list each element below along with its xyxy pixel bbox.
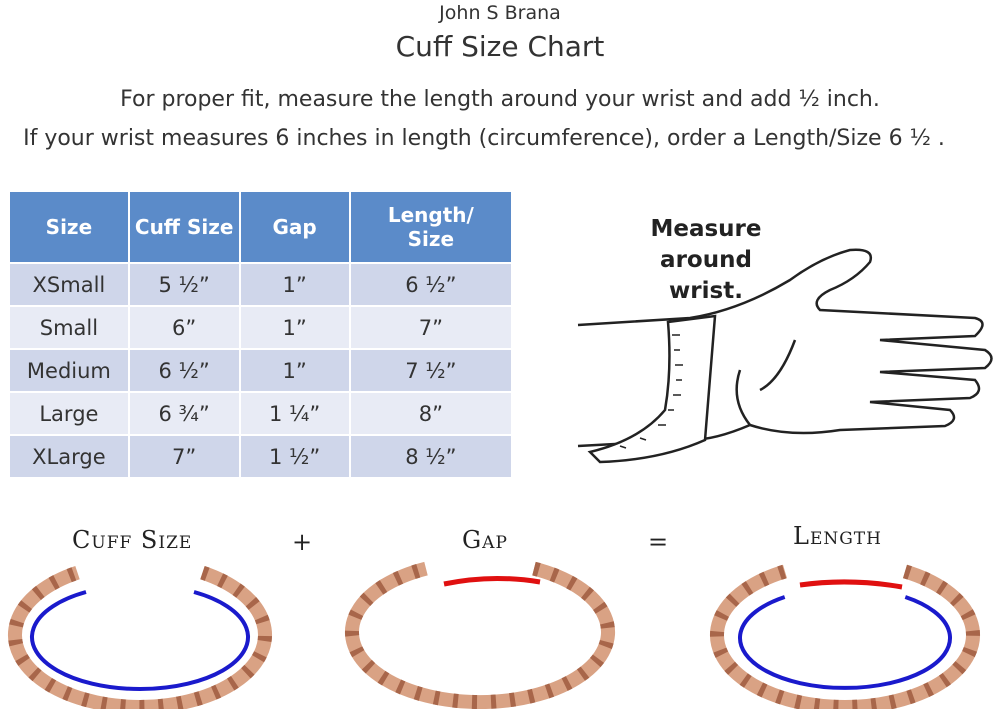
size-table: Size Cuff Size Gap Length/ Size XSmall 5 … — [8, 190, 514, 479]
table-cell: 5 ½” — [127, 262, 241, 307]
table-cell: 1” — [238, 262, 351, 307]
table-cell: 1 ½” — [238, 434, 351, 479]
table-cell: 6 ¾” — [127, 391, 241, 436]
bracelets — [8, 561, 980, 709]
equation-operator: + — [292, 528, 314, 556]
caption-line: Measure around wrist. — [650, 216, 761, 304]
caption-word: wrist. — [669, 278, 743, 304]
table-cell: Medium — [8, 348, 130, 393]
table-cell: Small — [8, 305, 130, 350]
instruction: If your wrist measures 6 inches in lengt… — [23, 126, 945, 151]
table-row: XLarge 7” 1 ½” 8 ½” — [8, 434, 514, 479]
table-cell: 1” — [238, 348, 351, 393]
column-header: Cuff Size — [127, 190, 241, 264]
table-row: Small 6” 1” 7” — [8, 305, 514, 350]
table-row: Medium 6 ½” 1” 7 ½” — [8, 348, 514, 393]
table-cell: XLarge — [8, 434, 130, 479]
caption-word: Measure — [650, 216, 761, 242]
table-cell: 6 ½” — [348, 262, 514, 307]
instruction: For proper fit, measure the length aroun… — [120, 87, 880, 112]
table-cell: 1 ¼” — [238, 391, 351, 436]
equation-term: Cuff Size — [72, 526, 193, 554]
table-row: Large 6 ¾” 1 ¼” 8” — [8, 391, 514, 436]
table-cell: 7 ½” — [348, 348, 514, 393]
table-cell: 6 ½” — [127, 348, 241, 393]
table-cell: 8 ½” — [348, 434, 514, 479]
caption-word: around — [660, 247, 752, 273]
table-row: XSmall 5 ½” 1” 6 ½” — [8, 262, 514, 307]
title: Cuff Size Chart — [395, 30, 605, 63]
caption: Measure around wrist. — [650, 216, 761, 304]
brand: John S Brana — [439, 2, 561, 24]
equation-term: Gap — [462, 526, 508, 554]
hand-drawing — [577, 248, 993, 464]
table-cell: 8” — [348, 391, 514, 436]
table-cell: 6” — [127, 305, 241, 350]
column-header: Size — [8, 190, 130, 264]
table-cell: Large — [8, 391, 130, 436]
table-cell: 7” — [348, 305, 514, 350]
table-cell: 7” — [127, 434, 241, 479]
column-header: Gap — [238, 190, 351, 264]
table-cell: 1” — [238, 305, 351, 350]
equation-term: Length — [793, 522, 882, 550]
column-header: Length/ Size — [348, 190, 514, 264]
equation-operator: = — [648, 528, 670, 556]
table-cell: XSmall — [8, 262, 130, 307]
